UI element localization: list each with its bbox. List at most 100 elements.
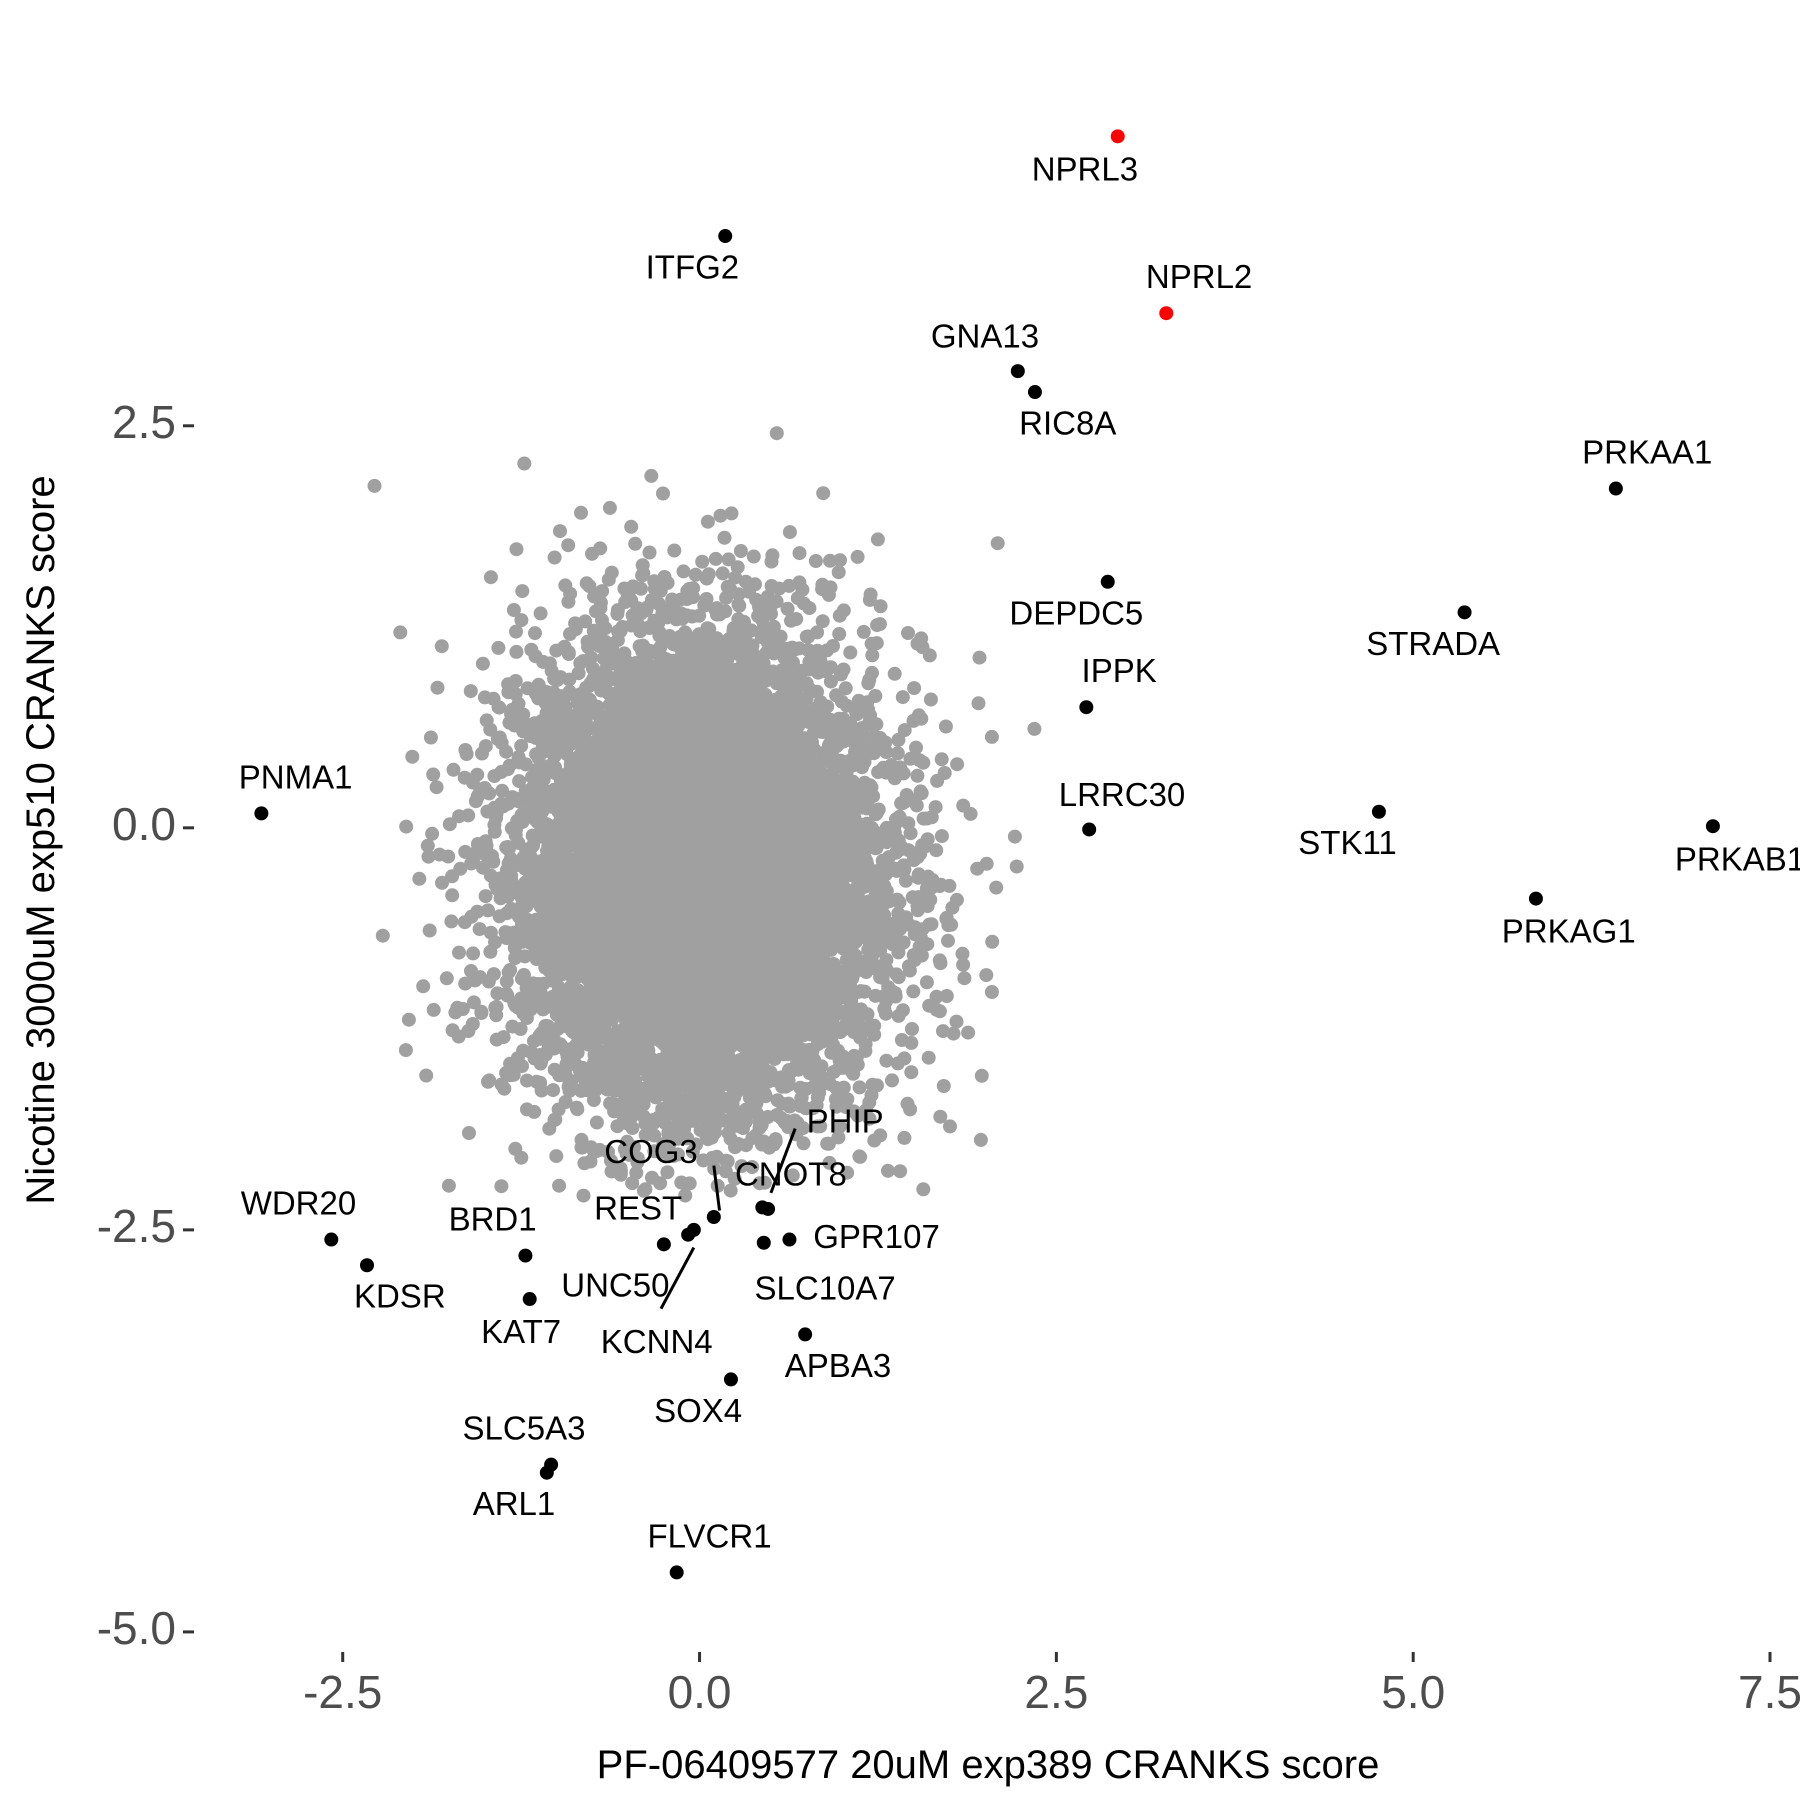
background-point bbox=[688, 567, 703, 582]
background-point bbox=[941, 933, 955, 948]
background-point bbox=[784, 613, 798, 628]
background-point bbox=[481, 1074, 495, 1089]
background-point bbox=[574, 505, 588, 520]
background-point bbox=[808, 554, 823, 568]
background-point bbox=[946, 1026, 961, 1041]
background-point bbox=[973, 1132, 988, 1147]
background-point bbox=[655, 632, 670, 647]
background-point bbox=[810, 684, 824, 699]
background-point bbox=[660, 1165, 675, 1180]
background-point bbox=[734, 1159, 749, 1174]
background-point bbox=[855, 984, 869, 999]
background-point bbox=[665, 592, 680, 607]
background-point bbox=[885, 1073, 899, 1088]
background-point bbox=[956, 957, 971, 972]
background-point bbox=[696, 1153, 711, 1168]
background-point bbox=[752, 1176, 767, 1191]
background-point bbox=[780, 601, 795, 616]
background-point bbox=[950, 757, 965, 772]
background-point bbox=[898, 873, 913, 888]
background-point bbox=[547, 550, 562, 565]
background-point bbox=[895, 690, 910, 705]
background-point bbox=[533, 606, 548, 621]
background-point bbox=[815, 614, 830, 629]
background-point bbox=[439, 971, 454, 986]
background-point bbox=[398, 1043, 413, 1058]
background-point bbox=[955, 946, 970, 961]
background-point bbox=[367, 478, 382, 493]
background-point bbox=[444, 914, 459, 929]
background-point bbox=[527, 1104, 542, 1119]
background-point bbox=[405, 749, 420, 764]
background-point bbox=[494, 1179, 509, 1194]
background-point bbox=[934, 829, 949, 844]
background-point bbox=[852, 1080, 867, 1095]
background-point bbox=[717, 530, 732, 545]
background-point bbox=[536, 731, 551, 746]
background-point bbox=[721, 552, 736, 567]
background-point bbox=[533, 1056, 548, 1071]
background-point bbox=[475, 656, 490, 671]
background-point bbox=[832, 1119, 847, 1134]
background-point bbox=[435, 875, 449, 890]
background-point bbox=[549, 1149, 564, 1164]
background-point bbox=[401, 1012, 416, 1027]
background-point bbox=[515, 584, 530, 599]
background-point bbox=[802, 601, 817, 616]
background-point bbox=[929, 843, 944, 858]
background-point bbox=[933, 956, 948, 971]
background-point bbox=[859, 965, 874, 979]
background-point bbox=[938, 719, 953, 734]
background-point bbox=[638, 1116, 653, 1131]
background-point bbox=[971, 696, 986, 711]
background-point bbox=[943, 1119, 957, 1134]
background-point bbox=[466, 946, 481, 961]
background-point bbox=[516, 968, 531, 982]
background-point bbox=[746, 549, 761, 564]
background-point bbox=[481, 903, 495, 918]
background-point bbox=[907, 681, 922, 696]
background-point bbox=[724, 506, 739, 521]
background-point bbox=[861, 942, 876, 957]
background-point bbox=[957, 971, 972, 986]
background-point bbox=[956, 798, 971, 813]
background-point bbox=[769, 426, 784, 441]
background-point-cloud bbox=[367, 426, 1042, 1203]
background-point bbox=[919, 975, 934, 990]
background-point bbox=[432, 847, 447, 862]
background-point bbox=[881, 1163, 895, 1178]
background-point bbox=[745, 1160, 760, 1174]
background-point bbox=[903, 751, 918, 766]
background-point bbox=[695, 554, 710, 569]
background-point bbox=[375, 928, 390, 943]
background-point bbox=[452, 945, 466, 960]
background-point bbox=[422, 923, 437, 938]
background-point bbox=[713, 508, 728, 523]
background-point bbox=[893, 1164, 908, 1179]
background-point bbox=[984, 729, 999, 744]
background-point bbox=[843, 645, 858, 660]
background-point bbox=[799, 629, 814, 644]
background-point bbox=[904, 1035, 919, 1050]
background-point bbox=[945, 900, 960, 915]
background-point bbox=[922, 917, 937, 932]
background-point bbox=[486, 967, 501, 982]
background-point bbox=[624, 519, 639, 534]
background-point bbox=[576, 1188, 591, 1203]
background-point bbox=[715, 566, 730, 581]
background-point bbox=[421, 849, 436, 864]
background-point bbox=[822, 1155, 837, 1170]
background-point bbox=[832, 627, 847, 641]
background-point bbox=[452, 809, 467, 824]
background-point bbox=[491, 640, 506, 655]
background-point bbox=[754, 630, 769, 644]
background-point bbox=[782, 578, 797, 593]
background-point bbox=[816, 486, 831, 501]
background-point bbox=[514, 613, 529, 628]
background-point bbox=[792, 546, 807, 561]
background-point bbox=[891, 970, 906, 985]
background-point bbox=[731, 597, 746, 612]
background-point bbox=[586, 1093, 601, 1107]
background-point bbox=[890, 746, 905, 761]
background-point bbox=[928, 800, 943, 815]
